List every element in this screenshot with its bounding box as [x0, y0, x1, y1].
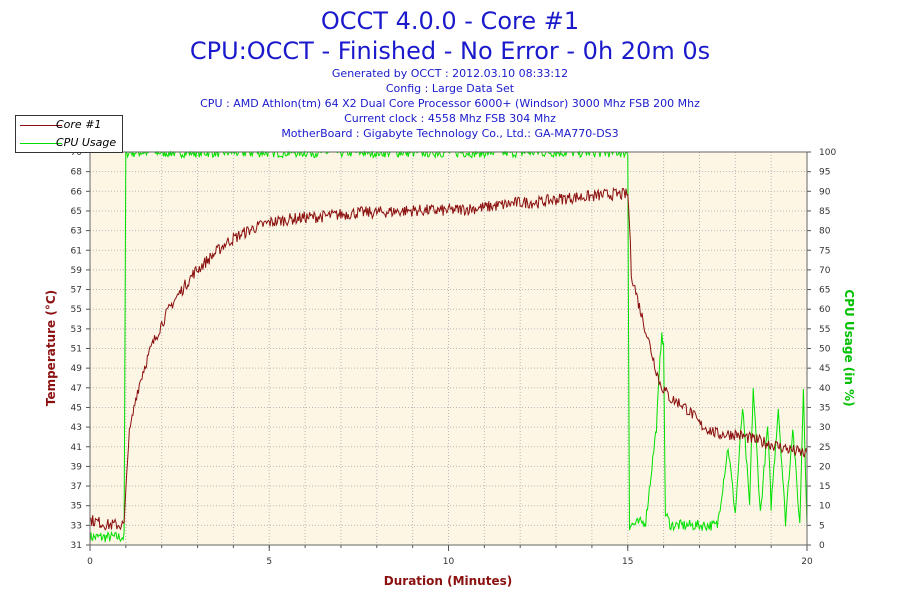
x-axis-label: Duration (Minutes) [384, 574, 512, 588]
motherboard-info: MotherBoard : Gigabyte Technology Co., L… [281, 127, 619, 140]
y2-tick-label: 70 [819, 266, 831, 276]
y-tick-label: 57 [71, 286, 82, 296]
y-tick-label: 31 [71, 541, 82, 551]
y-tick-label: 49 [71, 364, 83, 374]
y-tick-label: 61 [71, 246, 82, 256]
chart-title: OCCT 4.0.0 - Core #1 [320, 7, 580, 35]
y2-tick-label: 30 [819, 423, 831, 433]
y-axis-right: 0 5 10 15 20 25 30 35 40 45 50 55 60 65 70 75 80 85 90 95 10… [807, 148, 836, 551]
y-tick-label: 53 [71, 325, 82, 335]
legend: Core #1 CPU Usage [15, 115, 123, 153]
cpu-info: CPU : AMD Athlon(tm) 64 X2 Dual Core Pro… [200, 97, 700, 110]
y2-tick-label: 55 [819, 325, 830, 335]
y2-tick-label: 85 [819, 207, 830, 217]
y-tick-label: 51 [71, 345, 82, 355]
x-tick-label: 10 [443, 557, 455, 567]
legend-swatch-cpu-usage [20, 143, 62, 144]
y-tick-label: 59 [71, 266, 83, 276]
x-tick-label: 15 [622, 557, 633, 567]
generated-info: Generated by OCCT : 2012.03.10 08:33:12 [331, 67, 569, 80]
y-tick-label: 35 [71, 502, 82, 512]
config-info: Config : Large Data Set [385, 82, 515, 95]
y2-tick-label: 20 [819, 462, 831, 472]
y2-tick-label: 90 [819, 187, 831, 197]
x-tick-label: 5 [266, 557, 272, 567]
y-tick-label: 39 [71, 462, 83, 472]
y2-tick-label: 80 [819, 227, 831, 237]
x-tick-label: 0 [87, 557, 93, 567]
y2-tick-label: 75 [819, 246, 830, 256]
y2-tick-label: 5 [819, 521, 825, 531]
y-tick-label: 41 [71, 443, 82, 453]
y2-tick-label: 50 [819, 345, 831, 355]
series-line-core1 [89, 186, 808, 531]
y2-tick-label: 95 [819, 168, 830, 178]
legend-label-core1: Core #1 [56, 118, 102, 131]
y2-tick-label: 100 [819, 148, 836, 158]
clock-info: Current clock : 4558 Mhz FSB 304 Mhz [344, 112, 556, 125]
y-tick-label: 66 [71, 187, 83, 197]
y2-tick-label: 0 [819, 541, 825, 551]
x-tick-label: 20 [801, 557, 813, 567]
y-axis-label: Temperature (°C) [44, 290, 58, 406]
y2-tick-label: 65 [819, 286, 830, 296]
legend-item-core1: Core #1 [16, 116, 122, 134]
y-tick-label: 45 [71, 403, 82, 413]
chart-subtitle: CPU:OCCT - Finished - No Error - 0h 20m … [189, 37, 711, 65]
y-tick-label: 55 [71, 305, 82, 315]
legend-label-cpu-usage: CPU Usage [56, 136, 117, 149]
y-tick-label: 63 [71, 227, 82, 237]
y-axis-left: 31 33 35 37 39 41 43 45 47 49 51 53 55 57 59 61 63 65 66 68… [71, 148, 90, 551]
plot-border [89, 151, 808, 546]
y-tick-label: 68 [71, 168, 83, 178]
header: OCCT 4.0.0 - Core #1 CPU:OCCT - Finished… [0, 0, 900, 141]
y2-tick-label: 25 [819, 443, 830, 453]
y2-tick-label: 15 [819, 482, 830, 492]
y-tick-label: 33 [71, 521, 82, 531]
y-tick-label: 43 [71, 423, 82, 433]
y2-tick-label: 45 [819, 364, 830, 374]
y-tick-label: 37 [71, 482, 82, 492]
x-axis: 0 5 10 15 20 [87, 545, 813, 567]
y2-tick-label: 10 [819, 502, 831, 512]
y-tick-label: 65 [71, 207, 82, 217]
y-tick-label: 47 [71, 384, 82, 394]
y2-tick-label: 35 [819, 403, 830, 413]
y2-axis-label: CPU Usage (in %) [842, 289, 856, 406]
legend-item-cpu-usage: CPU Usage [16, 134, 122, 152]
y2-tick-label: 60 [819, 305, 831, 315]
legend-swatch-core1 [20, 125, 62, 126]
y2-tick-label: 40 [819, 384, 831, 394]
y-tick-label: 70 [71, 148, 83, 158]
